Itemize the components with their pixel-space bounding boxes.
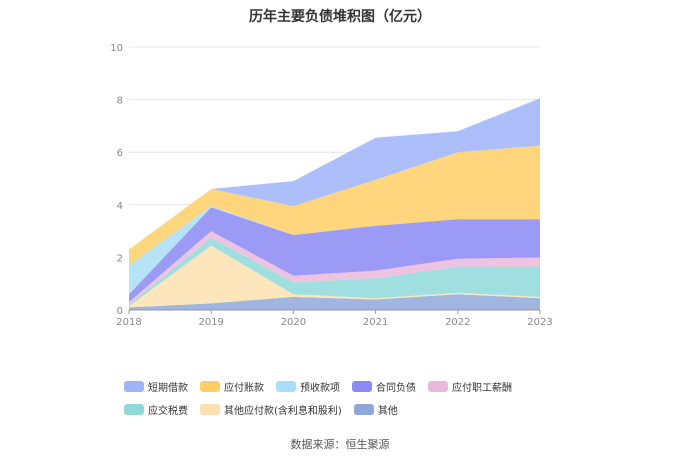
legend-swatch [124,381,144,392]
legend-swatch [276,381,296,392]
area-series [129,98,540,310]
y-tick-label: 8 [117,96,123,107]
legend-item[interactable]: 其他应付款(含利息和股利) [200,402,342,417]
area-应交税费 [129,237,540,307]
axes: 0 2 4 6 8 10 2018 2019 2020 2021 2022 2023 [110,43,552,328]
legend-item[interactable]: 合同负债 [352,379,416,394]
legend-swatch [352,381,372,392]
source-note: 数据来源：恒生聚源 [290,438,390,451]
legend-label: 应付职工薪酬 [452,383,512,394]
x-tick-label: 2019 [198,317,223,328]
legend-item[interactable]: 应付职工薪酬 [428,379,512,394]
legend-item[interactable]: 应交税费 [124,402,188,417]
x-tick-label: 2022 [445,317,470,328]
area-短期借款 [129,98,540,250]
x-tick-label: 2018 [116,317,141,328]
legend-swatch [353,404,374,415]
legend: 短期借款 应付账款 预收款项 合同负债 应付职工薪酬应交税费 其他应付款(含利息和股利) 其… [124,379,574,425]
legend-item[interactable]: 预收款项 [276,379,340,394]
chart-title: 历年主要负债堆积图（亿元） [249,9,431,25]
legend-label: 其他应付款(含利息和股利) [224,406,342,417]
legend-swatch [200,404,220,415]
x-tick-label: 2021 [363,317,388,328]
x-tick-label: 2023 [527,317,552,328]
legend-label: 应交税费 [148,406,188,417]
legend-item[interactable]: 应付账款 [200,379,264,394]
legend-label: 其他 [377,406,398,417]
legend-label: 合同负债 [376,383,416,394]
legend-label: 短期借款 [148,383,188,394]
legend-swatch [428,381,448,392]
area-应付账款 [129,145,540,266]
y-tick-label: 6 [117,148,123,159]
area-合同负债 [129,207,540,303]
legend-item[interactable]: 其他 [353,402,398,417]
legend-item[interactable]: 短期借款 [124,379,188,394]
area-其他应付款(含利息和股利) [129,245,540,308]
legend-swatch [124,404,144,415]
y-tick-label: 2 [117,253,123,264]
y-tick-label: 4 [117,201,123,212]
y-tick-label: 0 [117,306,123,317]
y-tick-label: 10 [110,43,123,54]
x-tick-label: 2020 [281,317,306,328]
legend-label: 应付账款 [224,383,264,394]
legend-label: 预收款项 [300,383,340,394]
area-其他 [129,294,540,310]
stacked-area-chart: 0 2 4 6 8 10 2018 2019 2020 2021 2022 2023 [110,43,552,328]
legend-swatch [200,381,220,392]
